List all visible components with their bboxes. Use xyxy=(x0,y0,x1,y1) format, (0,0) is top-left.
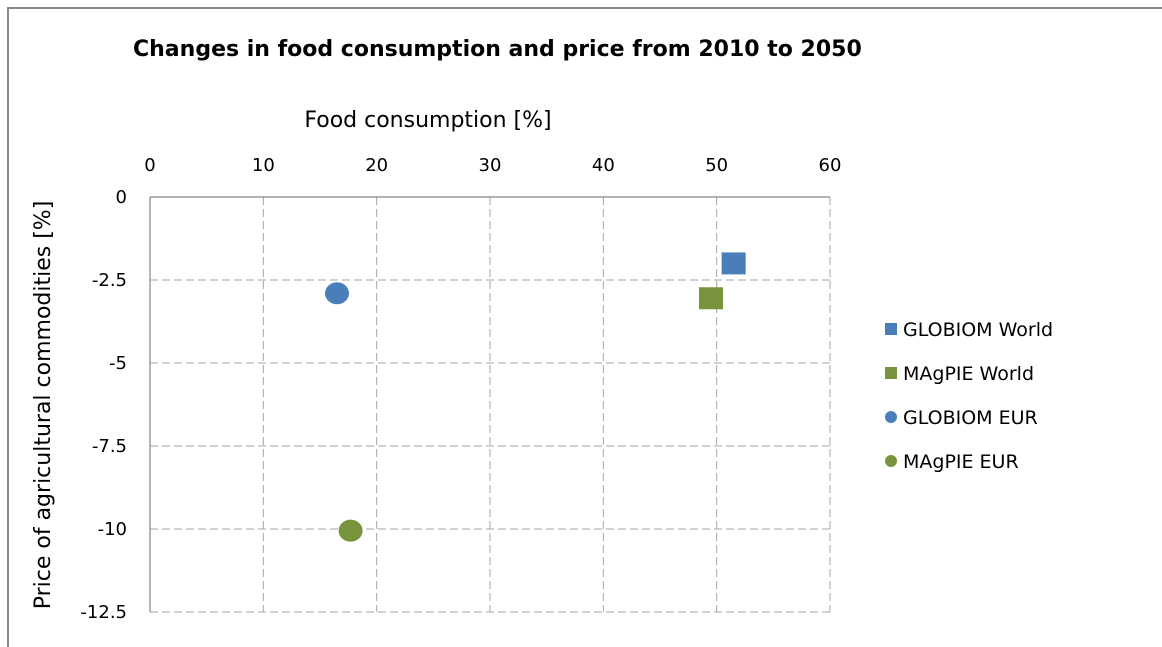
y-tick-label: -2.5 xyxy=(92,270,127,291)
x-tick-label: 50 xyxy=(705,155,728,176)
legend-label: GLOBIOM EUR xyxy=(903,407,1038,429)
x-tick-label: 60 xyxy=(819,155,842,176)
chart-frame xyxy=(7,7,1162,647)
data-points xyxy=(325,252,746,542)
tick-labels: 0 10 20 30 40 50 60 0 -2.5 -5 -7.5 -10 -12.5 xyxy=(80,155,841,623)
legend: GLOBIOM World MAgPIE World GLOBIOM EUR MAgP… xyxy=(885,319,1053,473)
grid-lines xyxy=(149,196,831,613)
legend-marker-square xyxy=(885,367,897,379)
x-axis-title: Food consumption [%] xyxy=(304,108,551,133)
x-tick-label: 0 xyxy=(144,155,155,176)
data-point-circle xyxy=(338,519,363,542)
legend-marker-circle xyxy=(885,411,897,423)
data-point-square xyxy=(721,252,746,275)
y-tick-label: -7.5 xyxy=(92,436,127,457)
data-point-circle xyxy=(325,282,349,305)
y-axis-title: Price of agricultural commodities [%] xyxy=(31,201,56,610)
y-tick-label: -12.5 xyxy=(80,602,127,623)
x-tick-label: 10 xyxy=(252,155,275,176)
x-tick-label: 30 xyxy=(479,155,502,176)
y-tick-label: -5 xyxy=(109,353,127,374)
x-tick-label: 20 xyxy=(365,155,388,176)
legend-label: MAgPIE World xyxy=(903,363,1034,385)
y-tick-label: 0 xyxy=(116,187,127,208)
legend-marker-circle xyxy=(885,455,897,467)
legend-marker-square xyxy=(885,323,897,335)
legend-label: GLOBIOM World xyxy=(903,319,1053,341)
x-tick-label: 40 xyxy=(592,155,615,176)
chart-title: Changes in food consumption and price fr… xyxy=(133,37,862,62)
y-tick-label: -10 xyxy=(98,519,127,540)
data-point-square xyxy=(699,287,723,310)
legend-label: MAgPIE EUR xyxy=(903,451,1019,473)
